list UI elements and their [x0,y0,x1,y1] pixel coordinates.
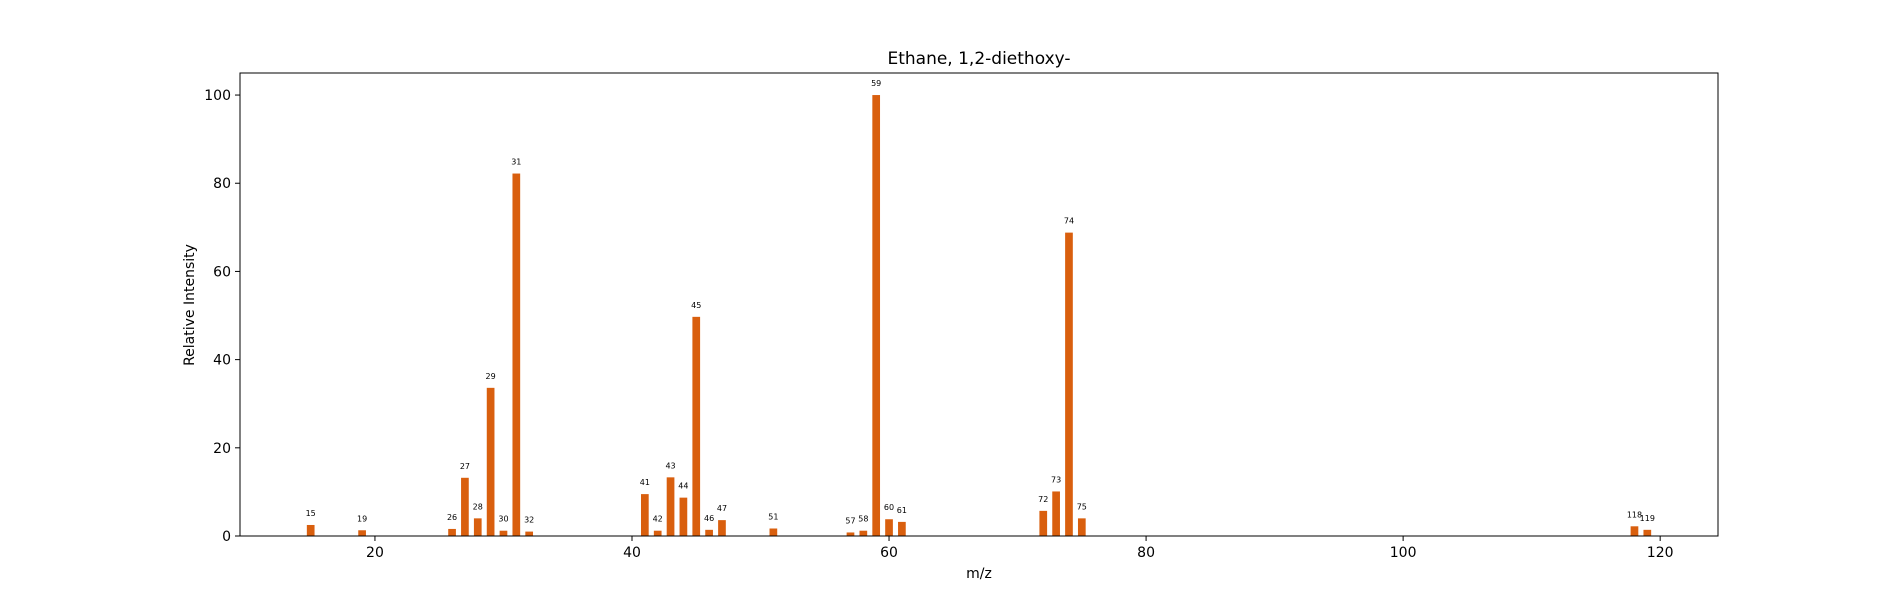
bar-mz-19 [358,530,366,536]
peak-label-59: 59 [871,79,881,88]
peak-label-47: 47 [717,504,727,513]
peak-label-44: 44 [678,482,688,491]
y-axis: 0 20 40 60 80 100 [204,88,240,545]
bar-mz-30 [499,530,508,536]
peak-label-31: 31 [511,158,521,167]
peak-label-19: 19 [357,514,367,523]
x-tick-label-40: 40 [623,545,641,561]
x-tick-label-60: 60 [880,545,898,561]
plot-frame [239,72,1719,537]
x-axis: 20 40 60 80 100 120 [366,536,1674,561]
peak-label-15: 15 [306,509,316,518]
peak-label-42: 42 [653,515,663,524]
peak-label-41: 41 [640,478,650,487]
x-tick-label-100: 100 [1390,545,1417,561]
bar-mz-43 [666,477,675,536]
bar-mz-27 [461,477,469,536]
peak-label-29: 29 [486,372,496,381]
peak-label-74: 74 [1064,217,1074,226]
bar-mz-32 [525,531,534,536]
bar-mz-46 [705,529,713,536]
y-tick-label-0: 0 [222,529,231,545]
peak-label-75: 75 [1077,502,1087,511]
bar-mz-60 [885,519,893,536]
peak-label-46: 46 [704,514,714,523]
peak-label-32: 32 [524,516,534,525]
peak-label-119: 119 [1640,514,1655,523]
peak-label-60: 60 [884,503,894,512]
y-axis-label: Relative Intensity [182,244,198,366]
peak-label-72: 72 [1038,495,1048,504]
bar-mz-26 [448,528,456,536]
bar-mz-51 [769,528,778,536]
peak-label-57: 57 [845,516,855,525]
y-tick-label-20: 20 [213,441,231,457]
x-tick-label-120: 120 [1647,545,1674,561]
bar-mz-73 [1052,491,1060,536]
peak-label-30: 30 [498,515,508,524]
x-axis-label: m/z [966,566,992,582]
chart-title: Ethane, 1,2-diethoxy- [887,49,1070,69]
peak-label-26: 26 [447,513,457,522]
peak-label-118: 118 [1627,510,1642,519]
peak-label-58: 58 [858,515,868,524]
bar-mz-57 [846,532,855,536]
y-tick-label-100: 100 [204,88,231,104]
bar-mz-31 [512,173,521,537]
x-tick-label-20: 20 [366,545,384,561]
peak-label-73: 73 [1051,475,1061,484]
bar-mz-41 [640,494,649,536]
bar-mz-119 [1643,529,1652,536]
bar-mz-61 [898,521,906,536]
bar-mz-74 [1065,232,1073,536]
peak-label-45: 45 [691,301,701,310]
x-tick-label-80: 80 [1137,545,1155,561]
peak-label-27: 27 [460,462,470,471]
peak-label-51: 51 [768,513,778,522]
bar-mz-28 [473,518,482,536]
bar-mz-118 [1630,526,1639,536]
bar-mz-15 [306,524,315,536]
y-tick-label-40: 40 [213,353,231,369]
bars-group [306,95,1652,537]
bar-mz-72 [1039,510,1048,536]
bar-mz-44 [679,497,688,536]
bar-mz-75 [1077,518,1086,536]
bar-mz-59 [872,95,881,537]
bar-mz-45 [692,316,701,536]
peak-label-28: 28 [473,502,483,511]
peak-label-61: 61 [897,506,907,515]
bar-mz-47 [718,520,726,536]
y-tick-label-60: 60 [213,264,231,280]
bar-mz-29 [486,387,495,536]
peak-label-43: 43 [665,461,675,470]
bar-mz-42 [653,530,662,536]
y-tick-label-80: 80 [213,176,231,192]
bar-mz-58 [859,530,868,536]
